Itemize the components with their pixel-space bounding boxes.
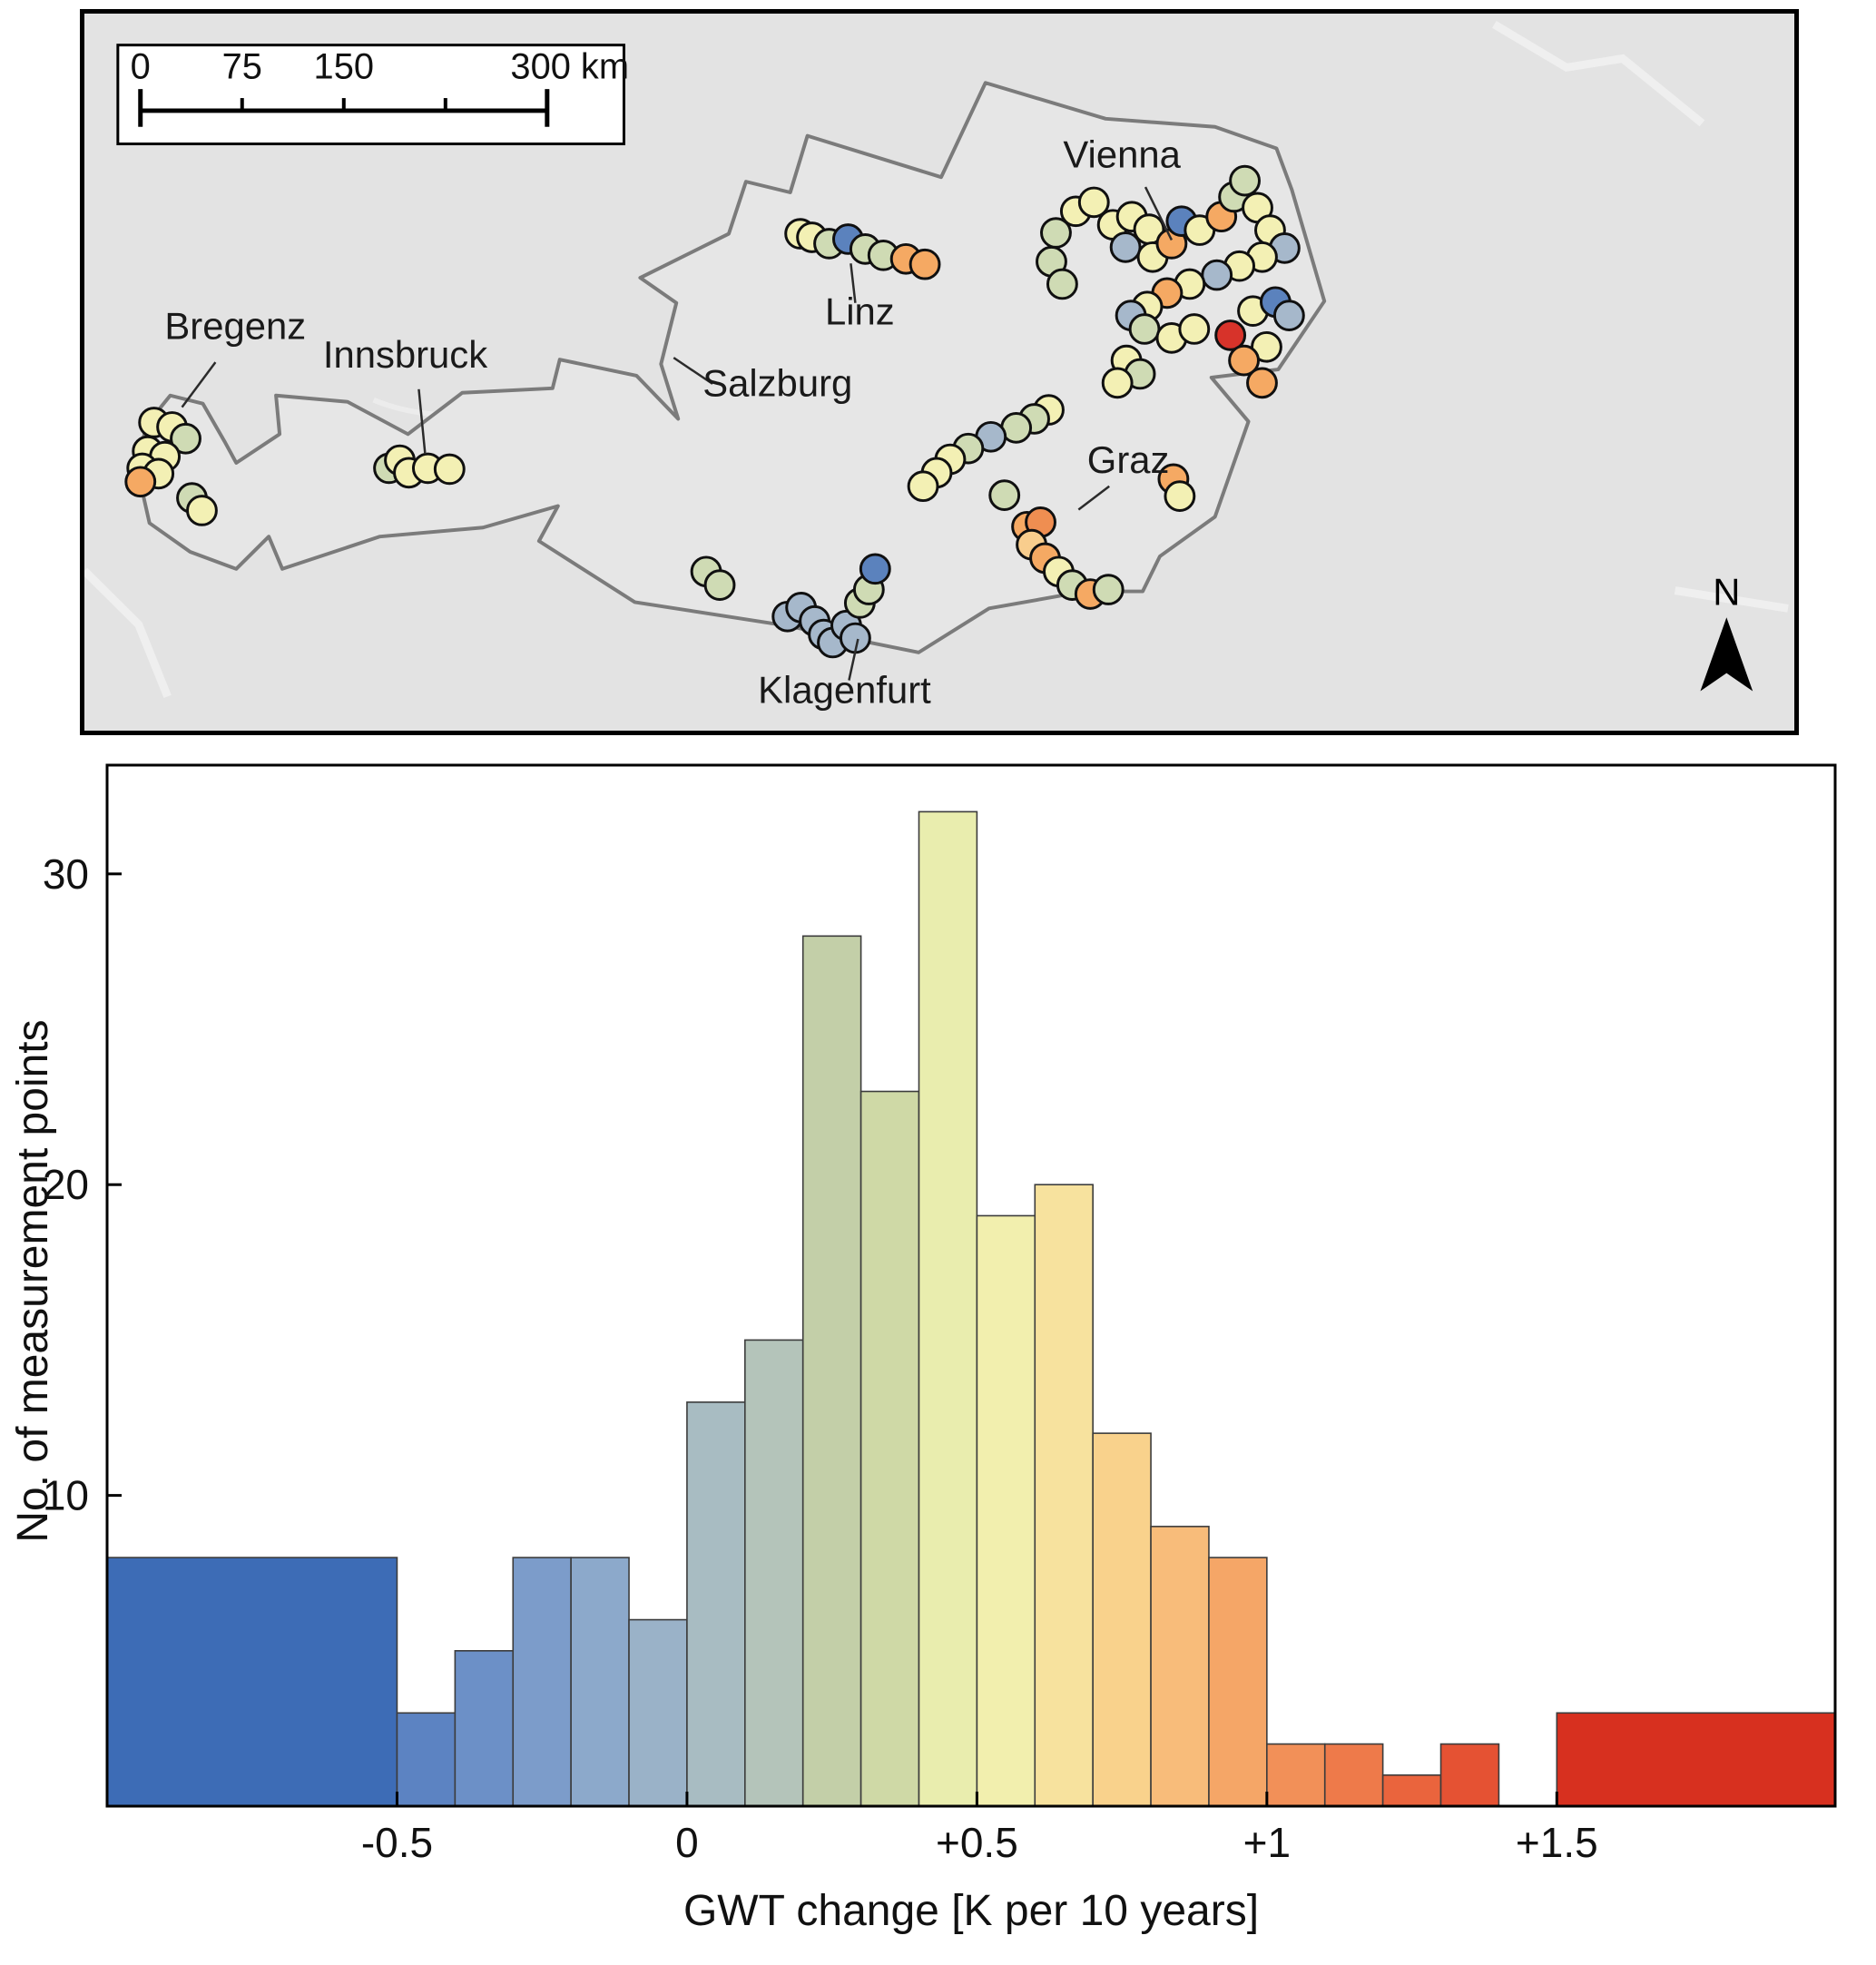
plot-box	[105, 763, 1837, 1808]
measurement-point	[1040, 217, 1072, 249]
scale-bar-label: 75	[222, 46, 262, 86]
measurement-point	[859, 553, 891, 585]
city-labels-layer: Bregenz Innsbruck Salzburg Linz Vienna Graz Kl…	[164, 133, 1181, 711]
y-tick-label: 20	[43, 1161, 89, 1208]
city-label: Salzburg	[702, 362, 852, 405]
map-terrain-streak	[1674, 586, 1789, 613]
scale-bar-label: 0	[131, 46, 151, 86]
histogram-svg: -0.5 0 +0.5 +1 +1.5 10 20 30	[43, 763, 1837, 1866]
x-tick-label: -0.5	[361, 1819, 433, 1866]
measurement-point	[1201, 259, 1233, 291]
scale-bar-label: 300 km	[510, 46, 629, 86]
measurement-point	[186, 495, 218, 526]
measurement-point	[1178, 313, 1211, 345]
city-leader-line	[1144, 186, 1174, 241]
measurement-point	[1229, 164, 1261, 197]
measurement-point	[1214, 319, 1247, 351]
hist-bar	[918, 811, 978, 1807]
hist-bar	[628, 1618, 688, 1807]
city-label: Bregenz	[164, 304, 306, 347]
x-tick-label: +0.5	[936, 1819, 1018, 1866]
city-leader-line	[848, 638, 859, 681]
scale-bar-box	[116, 44, 625, 146]
measurement-point	[1046, 268, 1078, 300]
city-leader-line	[673, 357, 713, 385]
measurement-point	[907, 470, 939, 503]
y-tick-label: 10	[43, 1472, 89, 1519]
measurement-point	[1128, 313, 1161, 345]
measurement-point	[1164, 480, 1196, 512]
scale-bar: 0 75 150 300 km	[116, 44, 629, 146]
hist-bar	[686, 1401, 746, 1807]
hist-bar	[744, 1339, 804, 1807]
measurement-point	[988, 479, 1021, 511]
y-tick-label: 30	[43, 850, 89, 898]
map-terrain-streak	[1492, 21, 1705, 127]
hist-bar	[106, 1557, 398, 1807]
measurement-point	[703, 569, 736, 601]
x-tick-label: +1	[1243, 1819, 1291, 1866]
city-label: Graz	[1087, 438, 1170, 481]
measurement-point	[124, 466, 157, 498]
measurement-points-layer	[124, 164, 1305, 659]
city-leader-line	[417, 388, 427, 455]
measurement-point	[1272, 300, 1305, 331]
hist-bar	[396, 1712, 457, 1807]
hist-bar	[512, 1557, 572, 1807]
city-label: Innsbruck	[323, 333, 487, 376]
city-label: Vienna	[1063, 133, 1181, 175]
north-label: N	[1713, 571, 1740, 614]
hist-bar	[1266, 1743, 1326, 1807]
measurement-point	[1101, 367, 1134, 399]
scale-bar-label: 150	[314, 46, 374, 86]
measurement-point	[433, 453, 466, 486]
austria-outline	[133, 81, 1327, 654]
x-tick-label: 0	[675, 1819, 699, 1866]
hist-bar	[454, 1650, 515, 1807]
hist-bar	[1208, 1557, 1268, 1807]
hist-bar	[1092, 1432, 1152, 1807]
measurement-point	[1109, 231, 1142, 263]
x-tick-label: +1.5	[1516, 1819, 1598, 1866]
map-svg: Bregenz Innsbruck Salzburg Linz Vienna Graz Kl…	[84, 21, 1789, 711]
hist-bar	[1150, 1526, 1210, 1807]
x-axis-label: GWT change [K per 10 years]	[683, 1887, 1260, 1935]
map-terrain-streak	[84, 567, 172, 699]
hist-bar	[1381, 1773, 1442, 1807]
measurement-point	[1077, 186, 1110, 219]
hist-bar	[801, 935, 862, 1807]
hist-bar	[1034, 1184, 1094, 1807]
measurement-point	[170, 422, 201, 455]
hist-bar	[1323, 1743, 1384, 1807]
y-axis-label: No. of measurement points	[9, 1019, 57, 1543]
north-arrow-icon	[1700, 617, 1753, 692]
city-label: Linz	[825, 290, 895, 333]
city-leader-line	[1077, 485, 1110, 511]
hist-bar	[859, 1090, 920, 1807]
measurement-point	[1246, 367, 1278, 399]
map-panel: Bregenz Innsbruck Salzburg Linz Vienna Graz Kl…	[80, 9, 1799, 735]
city-label: Klagenfurt	[758, 668, 931, 711]
hist-bar	[1439, 1743, 1500, 1807]
hist-bar	[570, 1557, 630, 1807]
measurement-point	[909, 248, 941, 280]
city-leader-line	[850, 263, 857, 303]
north-arrow: N	[1700, 571, 1753, 692]
hist-bar	[1556, 1712, 1836, 1807]
city-leader-line	[181, 361, 217, 408]
measurement-point	[1228, 344, 1261, 377]
hist-bar	[976, 1214, 1036, 1807]
histogram-panel: -0.5 0 +0.5 +1 +1.5 10 20 30	[0, 758, 1876, 1965]
measurement-point	[1092, 574, 1125, 605]
